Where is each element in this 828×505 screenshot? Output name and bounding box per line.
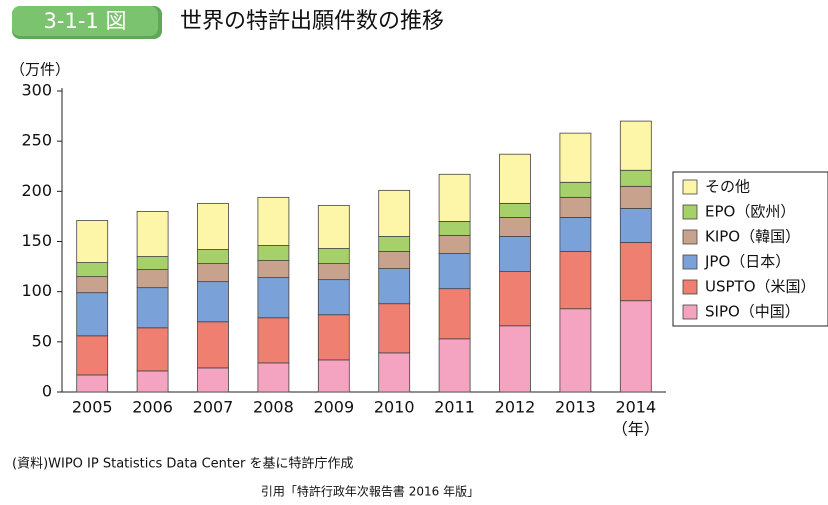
x-axis-label: （年） <box>612 420 660 439</box>
bar-segment <box>317 314 350 361</box>
legend-swatch <box>682 179 698 195</box>
bar-segment <box>257 245 290 261</box>
bar-segment <box>197 281 229 323</box>
y-tick-label: 0 <box>42 382 52 401</box>
bar-segment <box>76 262 109 278</box>
bar-segment <box>76 220 109 263</box>
bar-segment <box>136 210 169 257</box>
bar-segment <box>559 308 592 393</box>
bar-segment <box>317 279 350 316</box>
bar-segment <box>619 242 652 302</box>
bar-segment <box>378 303 411 354</box>
bar-segment <box>378 268 411 305</box>
bar-segment <box>197 321 229 369</box>
legend-swatch <box>682 254 698 270</box>
bar-segment <box>197 249 229 264</box>
bar-segment <box>559 181 592 198</box>
bar-segment <box>438 338 471 393</box>
bar-segment <box>378 251 411 269</box>
bar-segment <box>499 236 531 273</box>
bar-segment <box>559 132 592 183</box>
x-tick-label: 2009 <box>313 398 354 417</box>
legend-label: JPO（日本） <box>704 253 790 271</box>
bar-segment <box>317 359 350 393</box>
bar-segment <box>619 300 652 393</box>
bar-segment <box>76 276 109 294</box>
legend-swatch <box>682 204 698 220</box>
legend-swatch <box>682 279 698 295</box>
bar-segment <box>136 370 169 393</box>
bar-segment <box>197 202 229 250</box>
bar-segment <box>317 248 350 264</box>
y-axis-label: （万件） <box>10 61 70 79</box>
bar-segment <box>619 207 652 243</box>
bar-segment <box>317 204 350 249</box>
bar-segment <box>619 169 652 187</box>
legend-label: EPO（欧州） <box>705 203 795 221</box>
bar-segment <box>76 292 109 337</box>
bar-segment <box>619 120 652 171</box>
legend-label: その他 <box>705 178 750 196</box>
x-tick-label: 2006 <box>132 398 173 417</box>
legend-label: SIPO（中国） <box>705 303 800 321</box>
bar-segment <box>136 256 169 270</box>
legend-label: KIPO（韓国） <box>705 228 800 246</box>
y-tick-label: 150 <box>21 231 52 250</box>
bar-segment <box>197 367 229 393</box>
bar-segment <box>257 317 290 364</box>
x-tick-label: 2012 <box>495 398 536 417</box>
bar-segment <box>257 196 290 246</box>
legend <box>672 171 828 327</box>
bar-segment <box>499 271 531 327</box>
bar-segment <box>378 236 411 252</box>
bar-segment <box>499 153 531 204</box>
bar-segment <box>438 253 471 290</box>
bar-segment <box>438 288 471 340</box>
legend-label: USPTO（米国） <box>705 278 816 296</box>
figure-label: 3-1-1 図 <box>44 9 127 33</box>
bar-segment <box>499 217 531 237</box>
x-tick-label: 2008 <box>253 398 294 417</box>
bar-segment <box>197 263 229 283</box>
x-tick-label: 2007 <box>193 398 234 417</box>
bar-segment <box>559 217 592 252</box>
x-tick-label: 2013 <box>555 398 596 417</box>
bar-segment <box>257 260 290 279</box>
y-tick-label: 300 <box>21 81 52 100</box>
chart-title: 世界の特許出願件数の推移 <box>180 9 444 34</box>
x-tick-label: 2010 <box>374 398 415 417</box>
bar-segment <box>559 251 592 310</box>
bar-segment <box>438 221 471 236</box>
bar-segment <box>619 185 652 209</box>
bar-segment <box>499 325 531 393</box>
bar-segment <box>317 263 350 281</box>
bar-segment <box>438 173 471 222</box>
legend-swatch <box>682 229 698 245</box>
bar-segment <box>257 362 290 393</box>
figure-tab-face <box>12 6 158 36</box>
bar-segment <box>559 196 592 218</box>
y-tick-label: 250 <box>21 131 52 150</box>
y-tick-label: 200 <box>21 181 52 200</box>
bar-segment <box>438 235 471 254</box>
citation: 引用「特許行政年次報告書 2016 年版」 <box>261 484 479 499</box>
source-note: (資料)WIPO IP Statistics Data Center を基に特許… <box>12 457 353 472</box>
legend-swatch <box>682 304 698 320</box>
bar-segment <box>76 335 109 376</box>
bar-segment <box>257 277 290 319</box>
bar-segment <box>136 269 169 289</box>
y-tick-label: 50 <box>32 331 52 350</box>
bar-segment <box>499 202 531 218</box>
bar-segment <box>378 189 411 237</box>
bar-segment <box>136 287 169 329</box>
x-tick-label: 2011 <box>434 398 475 417</box>
y-tick-label: 100 <box>21 281 52 300</box>
x-tick-label: 2014 <box>615 398 656 417</box>
bar-segment <box>76 374 109 393</box>
bar-segment <box>378 352 411 393</box>
x-tick-label: 2005 <box>72 398 113 417</box>
bar-segment <box>136 327 169 372</box>
